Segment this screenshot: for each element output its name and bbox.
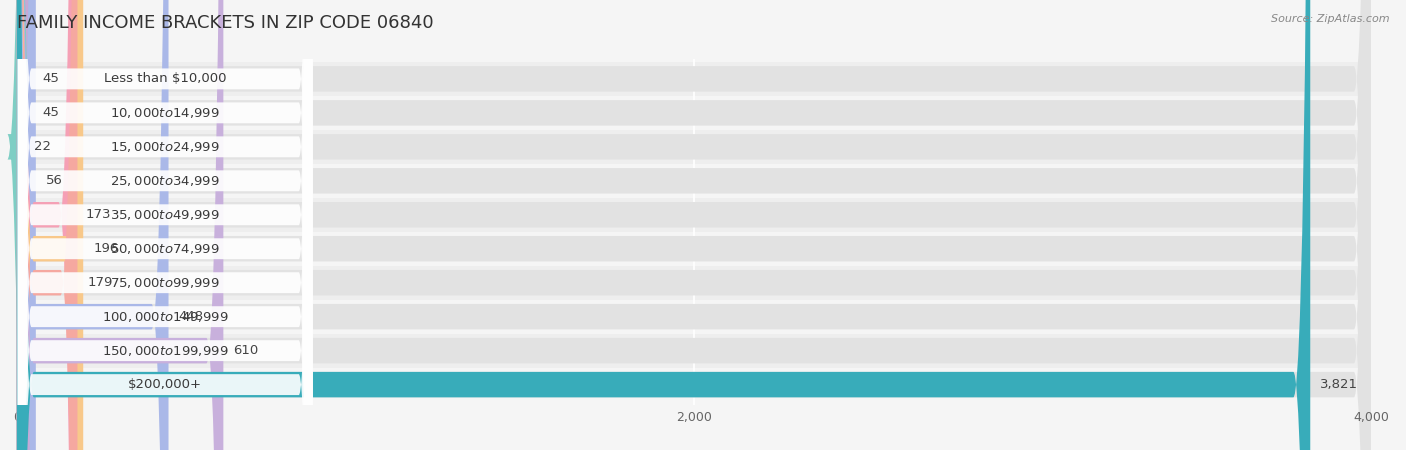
FancyBboxPatch shape bbox=[17, 0, 1310, 450]
FancyBboxPatch shape bbox=[17, 0, 1371, 450]
FancyBboxPatch shape bbox=[18, 0, 312, 450]
FancyBboxPatch shape bbox=[18, 0, 312, 450]
FancyBboxPatch shape bbox=[17, 0, 76, 450]
Text: FAMILY INCOME BRACKETS IN ZIP CODE 06840: FAMILY INCOME BRACKETS IN ZIP CODE 06840 bbox=[17, 14, 433, 32]
Text: Less than $10,000: Less than $10,000 bbox=[104, 72, 226, 86]
Text: 56: 56 bbox=[46, 174, 63, 187]
Text: $35,000 to $49,999: $35,000 to $49,999 bbox=[110, 208, 219, 222]
Text: $50,000 to $74,999: $50,000 to $74,999 bbox=[110, 242, 219, 256]
FancyBboxPatch shape bbox=[17, 0, 169, 450]
Text: $75,000 to $99,999: $75,000 to $99,999 bbox=[110, 276, 219, 290]
FancyBboxPatch shape bbox=[7, 0, 34, 450]
Text: 196: 196 bbox=[93, 242, 118, 255]
FancyBboxPatch shape bbox=[15, 0, 34, 450]
FancyBboxPatch shape bbox=[17, 0, 77, 450]
FancyBboxPatch shape bbox=[18, 0, 312, 450]
FancyBboxPatch shape bbox=[17, 0, 224, 450]
FancyBboxPatch shape bbox=[18, 0, 312, 450]
FancyBboxPatch shape bbox=[17, 62, 1371, 96]
FancyBboxPatch shape bbox=[18, 0, 312, 450]
FancyBboxPatch shape bbox=[17, 368, 1371, 401]
Text: $10,000 to $14,999: $10,000 to $14,999 bbox=[110, 106, 219, 120]
Text: $15,000 to $24,999: $15,000 to $24,999 bbox=[110, 140, 219, 154]
FancyBboxPatch shape bbox=[17, 333, 1371, 368]
FancyBboxPatch shape bbox=[17, 232, 1371, 266]
FancyBboxPatch shape bbox=[18, 0, 312, 450]
Text: $150,000 to $199,999: $150,000 to $199,999 bbox=[101, 344, 228, 358]
Text: $100,000 to $149,999: $100,000 to $149,999 bbox=[101, 310, 228, 324]
Text: $200,000+: $200,000+ bbox=[128, 378, 202, 391]
FancyBboxPatch shape bbox=[17, 0, 1371, 450]
Text: 45: 45 bbox=[42, 72, 59, 86]
FancyBboxPatch shape bbox=[17, 0, 35, 450]
FancyBboxPatch shape bbox=[18, 0, 312, 450]
FancyBboxPatch shape bbox=[17, 300, 1371, 333]
Text: 179: 179 bbox=[87, 276, 112, 289]
FancyBboxPatch shape bbox=[17, 0, 83, 450]
Text: Source: ZipAtlas.com: Source: ZipAtlas.com bbox=[1271, 14, 1389, 23]
Text: 45: 45 bbox=[42, 106, 59, 119]
Text: $25,000 to $34,999: $25,000 to $34,999 bbox=[110, 174, 219, 188]
FancyBboxPatch shape bbox=[17, 198, 1371, 232]
Text: 3,821: 3,821 bbox=[1320, 378, 1358, 391]
FancyBboxPatch shape bbox=[17, 130, 1371, 164]
FancyBboxPatch shape bbox=[17, 0, 1371, 450]
FancyBboxPatch shape bbox=[17, 0, 1371, 450]
FancyBboxPatch shape bbox=[17, 0, 1371, 450]
FancyBboxPatch shape bbox=[15, 0, 34, 450]
Text: 610: 610 bbox=[233, 344, 259, 357]
FancyBboxPatch shape bbox=[17, 164, 1371, 198]
Text: 173: 173 bbox=[86, 208, 111, 221]
FancyBboxPatch shape bbox=[18, 0, 312, 450]
FancyBboxPatch shape bbox=[18, 0, 312, 450]
FancyBboxPatch shape bbox=[17, 0, 1371, 450]
FancyBboxPatch shape bbox=[18, 0, 312, 450]
Text: 22: 22 bbox=[35, 140, 52, 153]
FancyBboxPatch shape bbox=[17, 96, 1371, 130]
FancyBboxPatch shape bbox=[17, 0, 1371, 450]
Text: 448: 448 bbox=[179, 310, 204, 323]
FancyBboxPatch shape bbox=[17, 266, 1371, 300]
FancyBboxPatch shape bbox=[17, 0, 1371, 450]
FancyBboxPatch shape bbox=[17, 0, 1371, 450]
FancyBboxPatch shape bbox=[17, 0, 1371, 450]
